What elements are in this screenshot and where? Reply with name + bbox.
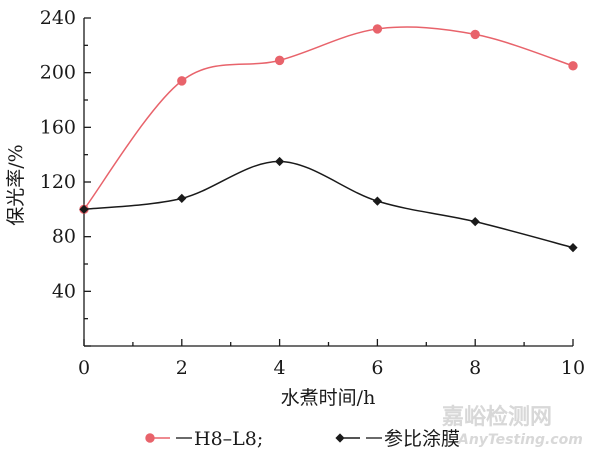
legend-item-1: H8–L8;	[145, 428, 263, 450]
series-line	[83, 160, 574, 249]
data-point	[79, 204, 89, 214]
y-tick-label: 40	[52, 280, 76, 302]
legend-item-2: 参比涂膜	[335, 428, 460, 450]
x-tick-label: 6	[371, 357, 383, 379]
x-tick-label: 2	[176, 357, 188, 379]
data-point	[177, 76, 187, 86]
legend-label: 参比涂膜	[384, 428, 460, 450]
x-tick-label: 10	[561, 357, 585, 379]
series-layer	[79, 24, 578, 253]
y-tick-label: 200	[40, 62, 76, 84]
watermark-brand: 嘉峪检测网	[442, 404, 552, 430]
watermark-url: AnyTesting.com	[457, 432, 583, 448]
x-tick-label: 8	[469, 357, 481, 379]
y-tick-label: 80	[52, 226, 76, 248]
watermark: 嘉峪检测网 AnyTesting.com	[442, 404, 583, 448]
x-tick-label: 4	[274, 357, 286, 379]
data-point	[275, 156, 285, 167]
legend-marker	[335, 433, 345, 443]
legend: H8–L8; 参比涂膜	[145, 428, 460, 450]
axes: 40 80 120 160 200 240 0 2 4 6 8 10	[40, 7, 585, 379]
data-point	[470, 29, 480, 40]
series-2	[79, 156, 578, 253]
data-point	[372, 24, 383, 34]
series-1	[79, 24, 578, 215]
x-tick-label: 0	[78, 357, 90, 379]
legend-marker	[145, 433, 155, 443]
y-axis-label: 保光率/%	[5, 144, 27, 225]
legend-label: H8–L8;	[194, 428, 263, 450]
y-tick-label: 160	[40, 116, 76, 138]
x-axis-label: 水煮时间/h	[281, 387, 376, 409]
y-tick-label: 240	[40, 7, 76, 29]
data-point	[372, 196, 382, 206]
data-point	[568, 61, 578, 71]
data-point	[568, 243, 578, 253]
data-point	[274, 55, 285, 66]
series-line	[83, 26, 574, 210]
data-point	[470, 217, 480, 227]
y-tick-label: 120	[40, 171, 76, 193]
data-point	[177, 193, 187, 203]
